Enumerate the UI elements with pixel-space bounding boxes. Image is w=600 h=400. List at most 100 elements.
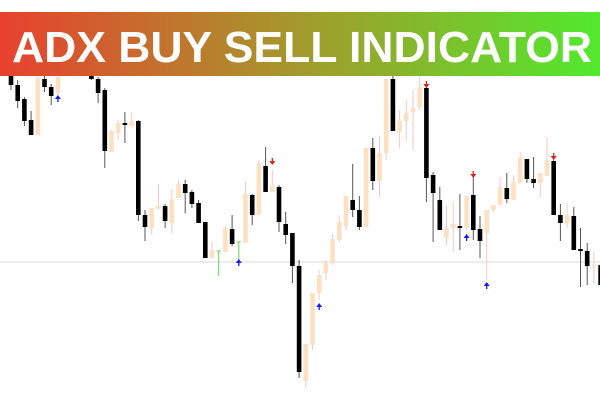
- candle-body: [591, 265, 597, 267]
- candle: [504, 173, 510, 203]
- candle-body: [316, 275, 322, 293]
- candle-body: [95, 79, 101, 93]
- candle-body: [136, 121, 141, 215]
- candle-body: [497, 187, 503, 205]
- sell-arrow-icon: [550, 153, 557, 160]
- candle: [450, 202, 456, 252]
- candle: [243, 182, 248, 243]
- candle: [182, 180, 188, 213]
- candle-body: [363, 148, 369, 227]
- candle-body: [337, 222, 342, 240]
- candle: [323, 260, 329, 280]
- candle-body: [189, 192, 195, 204]
- candle-body: [404, 113, 409, 121]
- candle-body: [323, 263, 329, 273]
- candle: [276, 185, 282, 232]
- candle: [102, 88, 108, 168]
- candle-body: [229, 229, 235, 244]
- candle: [383, 79, 389, 160]
- candle-body: [243, 194, 248, 243]
- candle: [591, 252, 597, 283]
- candle: [229, 215, 235, 246]
- candle-body: [544, 160, 550, 176]
- candle-body: [571, 216, 577, 250]
- candle: [444, 206, 449, 245]
- candle-body: [223, 228, 228, 252]
- candle: [337, 215, 342, 242]
- sell-arrow-icon: [470, 171, 477, 178]
- candle: [363, 148, 369, 227]
- candle-body: [531, 179, 536, 183]
- candle-body: [578, 249, 583, 251]
- candle-body: [149, 208, 154, 228]
- candle-body: [564, 215, 570, 223]
- candle-body: [410, 108, 416, 112]
- candle: [256, 160, 262, 215]
- candle: [95, 77, 101, 103]
- candle: [109, 130, 114, 152]
- candle-body: [383, 79, 389, 153]
- candle-body: [370, 148, 376, 181]
- candle-body: [598, 265, 600, 285]
- candle-body: [558, 215, 563, 223]
- candle: [142, 210, 148, 241]
- banner-title: ADX BUY SELL INDICATOR: [12, 23, 592, 72]
- candle: [310, 293, 315, 350]
- candle-body: [397, 121, 402, 132]
- candle: [129, 113, 134, 126]
- candle-body: [270, 186, 275, 192]
- candle-body: [390, 79, 396, 131]
- candle: [457, 194, 463, 250]
- candle-body: [424, 88, 429, 178]
- candle-body: [430, 175, 436, 193]
- candle-body: [162, 206, 168, 221]
- banner-background: [0, 12, 600, 76]
- candle: [517, 152, 523, 183]
- candle: [477, 216, 483, 258]
- candle: [316, 270, 322, 300]
- candle: [531, 157, 536, 188]
- candle-body: [156, 206, 161, 209]
- candle: [136, 120, 141, 221]
- sell-arrow-icon: [423, 81, 430, 88]
- candle: [410, 90, 416, 150]
- candle-body: [350, 200, 355, 210]
- candle: [484, 210, 489, 280]
- candle: [598, 265, 600, 285]
- candle-body: [296, 266, 302, 372]
- candle: [42, 76, 47, 92]
- candle-body: [209, 250, 215, 258]
- candle-body: [444, 228, 449, 238]
- candle-body: [28, 120, 34, 135]
- candle-body: [491, 205, 496, 210]
- candle-body: [417, 87, 422, 107]
- candle: [370, 138, 376, 190]
- candle-body: [42, 79, 47, 87]
- candle-body: [15, 85, 20, 101]
- candle: [283, 212, 288, 244]
- candle-body: [377, 153, 382, 181]
- candle: [424, 85, 429, 202]
- candle: [249, 194, 255, 225]
- candle: [464, 196, 469, 230]
- candle: [156, 184, 161, 209]
- candle: [223, 226, 228, 252]
- candle: [558, 204, 563, 241]
- candle: [122, 112, 128, 143]
- candle-body: [169, 199, 175, 223]
- candle: [22, 97, 27, 126]
- candle-body: [176, 184, 181, 198]
- buy-arrow-icon: [463, 234, 470, 241]
- candle: [290, 233, 295, 283]
- candle: [397, 110, 402, 148]
- candle-body: [129, 121, 134, 126]
- candle: [497, 177, 503, 205]
- candle-body: [263, 166, 268, 192]
- candle: [296, 260, 302, 378]
- candle-body: [203, 222, 208, 258]
- candle: [551, 158, 556, 215]
- candle-body: [182, 184, 188, 193]
- candle-body: [504, 188, 510, 199]
- candle: [28, 111, 34, 135]
- candle: [430, 172, 436, 242]
